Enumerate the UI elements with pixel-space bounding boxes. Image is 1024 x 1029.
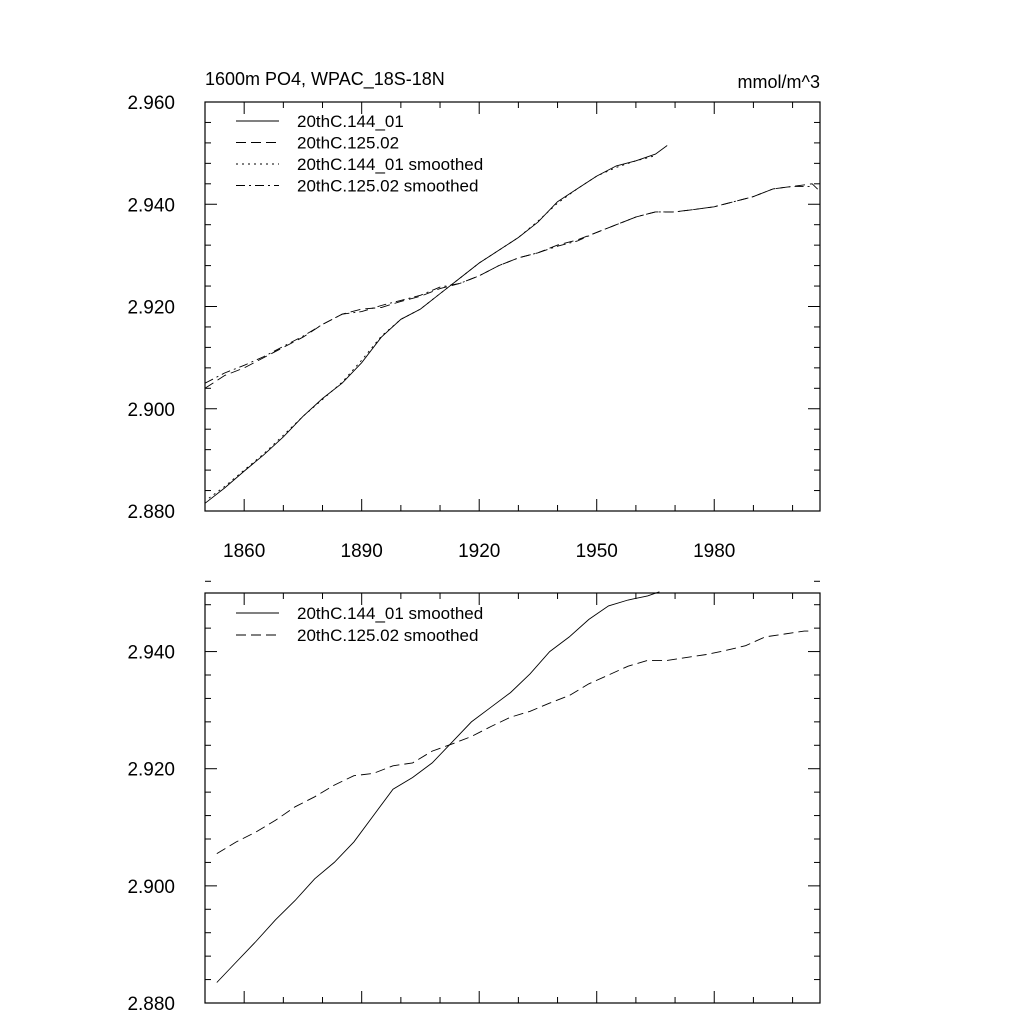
- x-tick-label: 1860: [223, 541, 265, 562]
- y-tick-label: 2.920: [127, 760, 175, 781]
- plot-frame: [204, 592, 821, 1004]
- y-tick-label: 2.960: [127, 93, 175, 114]
- panel-2: 2.880 2.900 2.920 2.940 20thC.144_01 smoothe…: [127, 580, 821, 1015]
- series-line-3: [208, 155, 656, 499]
- y-tick-label: 2.900: [127, 400, 175, 421]
- legend-label: 20thC.144_01 smoothed: [297, 155, 483, 174]
- x-tick-label: 1980: [693, 541, 735, 562]
- legend-label: 20thC.125.02 smoothed: [297, 177, 478, 196]
- series-line-4: [204, 185, 813, 384]
- y-tick-label: 2.900: [127, 877, 175, 898]
- x-tick-label: 1890: [341, 541, 383, 562]
- chart-title: 1600m PO4, WPAC_18S-18N: [205, 69, 445, 90]
- series-line-1: [216, 591, 660, 983]
- x-tick-label: 1920: [458, 541, 500, 562]
- series-line-1: [204, 145, 668, 504]
- y-tick-label: 2.880: [127, 502, 175, 523]
- y-tick-label: 2.940: [127, 643, 175, 664]
- x-tick-label: 1950: [576, 541, 618, 562]
- legend-label: 20thC.144_01 smoothed: [297, 604, 483, 623]
- legend-label: 20thC.125.02 smoothed: [297, 626, 478, 645]
- y-tick-label: 2.920: [127, 298, 175, 319]
- y-tick-label: 2.880: [127, 994, 175, 1015]
- panel-1: 1860 1890 1920 1950 1980 2.880 2.900 2.920 2.940…: [127, 69, 821, 562]
- legend-label: 20thC.125.02: [297, 134, 399, 153]
- units-label: mmol/m^3: [738, 72, 820, 92]
- series-line-2: [204, 183, 821, 389]
- legend-label: 20thC.144_01: [297, 112, 404, 131]
- y-tick-label: 2.940: [127, 195, 175, 216]
- series-line-2: [216, 630, 813, 854]
